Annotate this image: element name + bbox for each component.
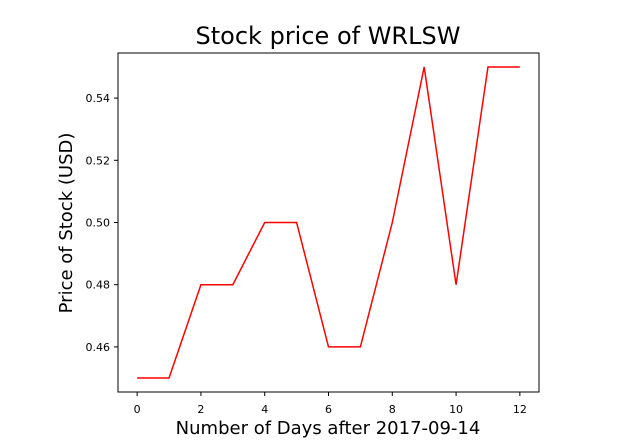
y-tick-label: 0.46 bbox=[86, 341, 111, 354]
x-axis-label: Number of Days after 2017-09-14 bbox=[176, 418, 481, 439]
y-axis-label: Price of Stock (USD) bbox=[56, 133, 77, 314]
x-tick-label: 4 bbox=[261, 403, 268, 416]
x-tick-label: 10 bbox=[449, 403, 463, 416]
x-tick-label: 12 bbox=[513, 403, 527, 416]
y-tick-label: 0.48 bbox=[86, 279, 111, 292]
x-tick-label: 0 bbox=[134, 403, 141, 416]
x-tick-label: 2 bbox=[197, 403, 204, 416]
y-tick-label: 0.50 bbox=[86, 217, 111, 230]
x-tick-label: 8 bbox=[389, 403, 396, 416]
x-tick-label: 6 bbox=[325, 403, 332, 416]
chart-title: Stock price of WRLSW bbox=[196, 22, 461, 50]
x-axis-ticks: 0 2 4 6 8 10 12 bbox=[134, 392, 527, 416]
y-tick-label: 0.54 bbox=[86, 92, 111, 105]
wrlsw-price-series bbox=[137, 66, 520, 379]
y-axis-ticks: 0.46 0.48 0.50 0.52 0.54 bbox=[86, 92, 118, 354]
y-tick-label: 0.52 bbox=[86, 154, 111, 167]
